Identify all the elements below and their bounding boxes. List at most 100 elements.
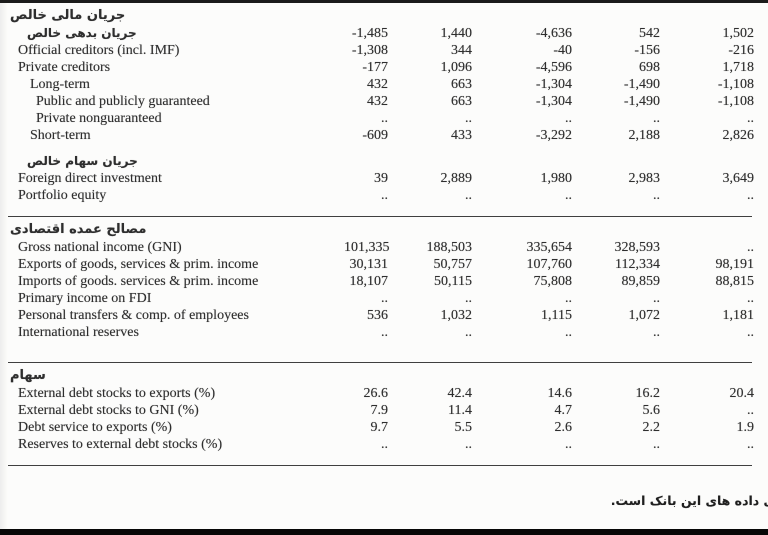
table-row: Imports of goods. services & prim. incom… [0,273,754,290]
value-cell: 75,808 [533,274,573,289]
value-cell: 107,760 [526,257,573,272]
value-cell: .. [465,188,472,203]
value-cell: .. [747,437,754,452]
value-cell: 4.7 [554,403,573,418]
section-title: جریان مالی خالص [10,8,126,23]
value-cell: 5.5 [454,420,473,435]
value-cell: .. [565,188,572,203]
section-title: سهام [10,368,46,383]
row-label: جریان سهام خالص [27,154,138,168]
value-cell: -216 [728,43,754,58]
value-cell: 50,757 [433,257,473,272]
table-section: جریان مالی خالص جریان بدهی خالص -1,485 1,44… [0,6,754,204]
table-row: جریان سهام خالص [0,153,754,170]
value-cell: .. [465,291,472,306]
value-cell: 328,593 [614,240,661,255]
value-cell: 39 [374,171,388,186]
value-cell: 188,503 [426,240,473,255]
table-section: مصالح عمده اقتصادی Gross national income … [0,220,754,350]
debt-statistics-table: جریان مالی خالص جریان بدهی خالص -1,485 1,44… [0,6,754,469]
value-cell: -4,596 [535,60,572,75]
section-header-row: سهام [0,366,754,385]
table-row: Public and publicly guaranteed 432 663 -1,3… [0,93,754,110]
value-cell: 7.9 [370,403,389,418]
value-cell: .. [381,111,388,126]
value-cell: 11.4 [448,403,472,418]
value-cell: .. [747,325,754,340]
value-cell: .. [653,437,660,452]
value-cell: 1,032 [440,308,473,323]
table-row: Long-term 432 663 -1,304 -1,490 -1,108 [0,76,754,93]
value-cell: 2,889 [440,171,473,186]
value-cell: 5.6 [642,403,661,418]
table-row: Debt service to exports (%) 9.7 5.5 2.6 2.2 1… [0,419,754,436]
value-cell: .. [653,291,660,306]
value-cell: 20.4 [729,386,755,401]
value-cell: -1,304 [535,77,572,92]
row-label: Foreign direct investment [18,171,162,186]
value-cell: 18,107 [349,274,389,289]
value-cell: -1,108 [717,94,754,109]
value-cell: 663 [451,77,472,92]
value-cell: -1,308 [351,43,388,58]
footer-note: ی داده های این بانک است. [610,493,768,508]
value-cell: 42.4 [447,386,473,401]
value-cell [572,153,660,170]
value-cell: 542 [639,26,660,41]
value-cell: .. [565,111,572,126]
value-cell: 3,649 [722,171,755,186]
value-cell: 335,654 [526,240,573,255]
row-label: Exports of goods, services & prim. incom… [18,257,259,272]
table-row: جریان بدهی خالص -1,485 1,440 -4,636 542 1,502 [0,25,754,42]
table-row: Primary income on FDI.......... [0,290,754,307]
value-cell: 16.2 [635,386,661,401]
row-label: Debt service to exports (%) [18,420,172,435]
value-cell: 432 [367,94,388,109]
value-cell: -177 [362,60,388,75]
table-row: International reserves.......... [0,324,754,341]
row-spacer [0,341,754,350]
value-cell: 2,188 [628,128,661,143]
value-cell: 88,815 [715,274,755,289]
value-cell: 101,335 [344,240,390,255]
value-cell: 2,983 [628,171,661,186]
value-cell: .. [381,291,388,306]
value-cell: .. [465,325,472,340]
value-cell: 50,115 [434,274,472,289]
value-cell: 1,096 [440,60,473,75]
section-divider [8,362,752,363]
table-row: Official creditors (incl. IMF) -1,308 344 -… [0,42,754,59]
value-cell: -1,304 [535,94,572,109]
value-cell: 663 [451,94,472,109]
value-cell: -609 [362,128,388,143]
value-cell: .. [747,291,754,306]
table-row: Personal transfers & comp. of employees 5… [0,307,754,324]
value-cell: 89,859 [621,274,661,289]
value-cell: 112,334 [615,257,660,272]
value-cell: 432 [367,77,388,92]
value-cell: 30,131 [349,257,389,272]
value-cell: 2.2 [642,420,661,435]
value-cell: .. [747,111,754,126]
value-cell: 1,980 [540,171,573,186]
value-cell: 9.7 [370,420,389,435]
value-cell: -1,490 [623,77,660,92]
value-cell: -3,292 [535,128,572,143]
value-cell: 2.6 [554,420,573,435]
value-cell: .. [465,111,472,126]
bottom-border-bar [0,529,768,535]
section-header-row: جریان مالی خالص [0,6,754,25]
value-cell: .. [381,437,388,452]
value-cell: .. [747,403,754,418]
table-row: Private nonguaranteed.......... [0,110,754,127]
value-cell: 536 [367,308,388,323]
row-label: Personal transfers & comp. of employees [18,308,249,323]
section-divider [8,216,752,217]
value-cell: 14.6 [547,386,573,401]
value-cell: 26.6 [363,386,389,401]
table-row: Private creditors -177 1,096 -4,596 698 1,718 [0,59,754,76]
table-row: Gross national income (GNI) 101,335 188,50… [0,239,754,256]
table-bottom-rule [8,465,752,466]
value-cell: -1,485 [351,26,388,41]
